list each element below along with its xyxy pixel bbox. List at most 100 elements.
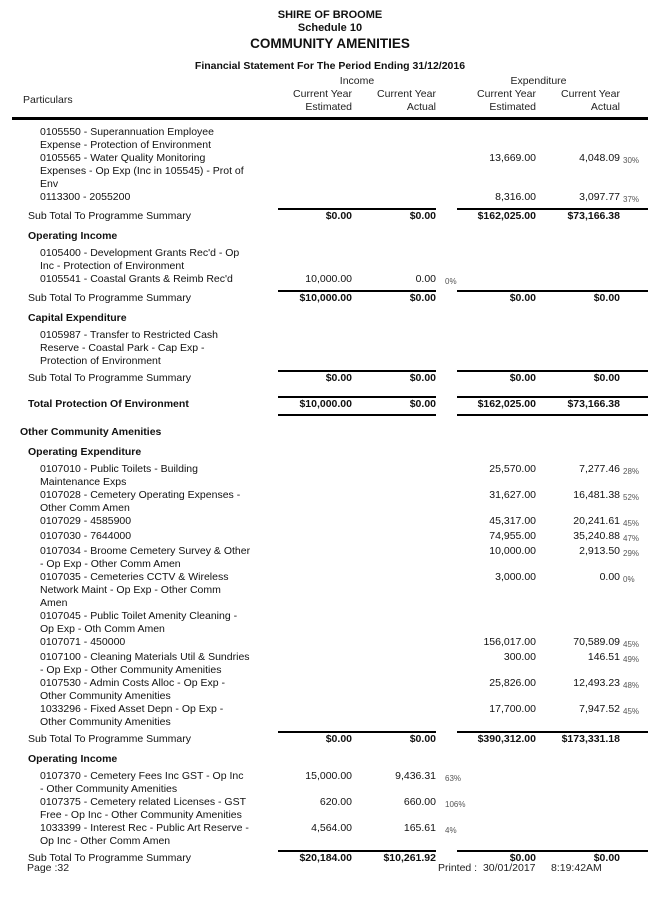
printed-date: Printed : 30/01/2017 <box>438 862 536 874</box>
particulars-cell: 1033399 - Interest Rec - Public Art Rese… <box>40 822 249 847</box>
expenditure-estimated-cell <box>457 796 536 822</box>
expenditure-estimated-cell <box>457 822 536 848</box>
expenditure-actual-cell: 12,493.23 <box>573 677 620 689</box>
title-block: SHIRE OF BROOME Schedule 10 COMMUNITY AM… <box>12 9 648 72</box>
income-actual-cell <box>352 191 436 206</box>
expenditure-actual-cell: 70,589.09 <box>573 636 620 648</box>
income-percent-cell <box>436 677 457 679</box>
table-row: 0107010 - Public Toilets - Building Main… <box>12 463 648 489</box>
subtotal-row: Sub Total To Programme Summary $0.00 $0.00… <box>12 372 648 385</box>
table-header: Particulars Income Expenditure Current Y… <box>12 75 648 120</box>
income-percent-cell <box>436 210 457 212</box>
income-rule <box>278 731 436 733</box>
detail-block: 0107034 - Broome Cemetery Survey & Other… <box>12 545 648 571</box>
table-row: 0107375 - Cemetery related Licenses - GS… <box>12 796 648 822</box>
income-actual-cell: 660.00 <box>403 796 436 808</box>
expenditure-percent-cell <box>620 398 648 400</box>
particulars-cell: 0107530 - Admin Costs Alloc - Op Exp - O… <box>40 677 226 702</box>
income-actual-cell <box>352 463 436 489</box>
expenditure-estimated-cell: 3,000.00 <box>495 571 536 583</box>
expenditure-actual-header: Current Year Actual <box>561 88 620 113</box>
income-actual-cell <box>352 703 436 729</box>
subtotal-row: Sub Total To Programme Summary $10,000.00… <box>12 292 648 305</box>
particulars-cell: 0107035 - Cemeteries CCTV & Wireless Net… <box>40 571 229 609</box>
income-estimated-cell: 4,564.00 <box>311 822 352 834</box>
detail-block: 0107028 - Cemetery Operating Expenses - … <box>12 489 648 515</box>
particulars-cell: 0105400 - Development Grants Rec'd - Op … <box>40 247 240 272</box>
income-actual-cell: 9,436.31 <box>395 770 436 782</box>
income-actual-cell <box>352 610 436 636</box>
table-row: 0107370 - Cemetery Fees Inc GST - Op Inc… <box>12 770 648 796</box>
income-estimated-cell: $20,184.00 <box>299 852 352 864</box>
income-rule <box>278 396 436 398</box>
expenditure-percent-cell <box>620 796 648 798</box>
income-estimated-header: Current Year Estimated <box>293 88 352 113</box>
expenditure-estimated-cell <box>457 770 536 796</box>
detail-block: 0107029 - 4585900 45,317.00 20,241.61 45% <box>12 515 648 530</box>
subtotal-row: Sub Total To Programme Summary $0.00 $0.00… <box>12 210 648 223</box>
income-rule <box>278 290 436 292</box>
expenditure-actual-cell <box>536 822 620 848</box>
income-estimated-cell <box>278 515 352 530</box>
particulars-cell: 0113300 - 2055200 <box>40 191 131 203</box>
income-percent-cell <box>436 398 457 400</box>
table-row: 0107530 - Admin Costs Alloc - Op Exp - O… <box>12 677 648 703</box>
income-percent-cell <box>436 651 457 653</box>
income-rule <box>278 208 436 210</box>
expenditure-percent-cell <box>620 273 648 275</box>
ruled-line <box>12 394 648 398</box>
subtotal-block: Sub Total To Programme Summary $0.00 $0.00… <box>12 368 648 385</box>
expenditure-actual-cell: 20,241.61 <box>573 515 620 527</box>
expenditure-rule <box>457 208 648 210</box>
income-actual-cell: $0.00 <box>409 372 436 384</box>
income-percent-cell <box>436 191 457 193</box>
ruled-line <box>12 288 648 292</box>
expenditure-actual-cell: 146.51 <box>587 651 620 663</box>
expenditure-estimated-cell: 74,955.00 <box>489 530 536 542</box>
particulars-cell: Sub Total To Programme Summary <box>28 292 192 304</box>
expenditure-estimated-cell: 300.00 <box>503 651 536 663</box>
expenditure-actual-cell: 7,947.52 <box>579 703 620 715</box>
section-heading: Operating Expenditure <box>28 446 142 458</box>
income-actual-cell: 165.61 <box>403 822 436 834</box>
organisation-title: SHIRE OF BROOME <box>277 9 383 21</box>
expenditure-percent-cell <box>620 610 648 612</box>
particulars-cell: 0107375 - Cemetery related Licenses - GS… <box>40 796 247 821</box>
income-actual-cell <box>352 571 436 610</box>
particulars-cell: 0105541 - Coastal Grants & Reimb Rec'd <box>40 273 233 285</box>
income-actual-cell <box>352 545 436 571</box>
expenditure-estimated-cell: 45,317.00 <box>489 515 536 527</box>
detail-block: 0107375 - Cemetery related Licenses - GS… <box>12 796 648 822</box>
income-percent-cell: 4% <box>445 826 457 835</box>
expenditure-percent-cell: 37% <box>623 195 640 204</box>
detail-block: 0107071 - 450000 156,017.00 70,589.09 45% <box>12 636 648 651</box>
table-row: 0107028 - Cemetery Operating Expenses - … <box>12 489 648 515</box>
income-actual-cell <box>352 636 436 651</box>
detail-block: 1033399 - Interest Rec - Public Art Rese… <box>12 822 648 848</box>
income-actual-cell <box>352 329 436 368</box>
income-estimated-cell <box>278 677 352 703</box>
income-estimated-cell <box>278 463 352 489</box>
income-estimated-cell <box>278 489 352 515</box>
table-row: 0107071 - 450000 156,017.00 70,589.09 45% <box>12 636 648 651</box>
statement-subtitle: Financial Statement For The Period Endin… <box>194 60 466 72</box>
expenditure-percent-cell <box>620 822 648 824</box>
expenditure-actual-cell: $0.00 <box>593 372 620 384</box>
expenditure-percent-cell <box>620 292 648 294</box>
income-percent-cell <box>436 733 457 735</box>
expenditure-percent-cell: 49% <box>623 655 640 664</box>
detail-block: 0107010 - Public Toilets - Building Main… <box>12 463 648 489</box>
income-percent-cell <box>436 329 457 331</box>
expenditure-actual-cell: $73,166.38 <box>567 210 620 222</box>
income-actual-cell <box>352 152 436 191</box>
income-rule <box>278 370 436 372</box>
printed-date-value: 30/01/2017 <box>482 862 536 874</box>
expenditure-estimated-cell: 8,316.00 <box>495 191 536 203</box>
detail-block: 0105987 - Transfer to Restricted Cash Re… <box>12 329 648 368</box>
ruled-line <box>12 411 648 417</box>
expenditure-rule <box>457 731 648 733</box>
income-percent-cell <box>436 292 457 294</box>
expenditure-percent-cell: 30% <box>623 156 640 165</box>
income-estimated-cell <box>278 530 352 545</box>
particulars-cell: 0107028 - Cemetery Operating Expenses - … <box>40 489 241 514</box>
